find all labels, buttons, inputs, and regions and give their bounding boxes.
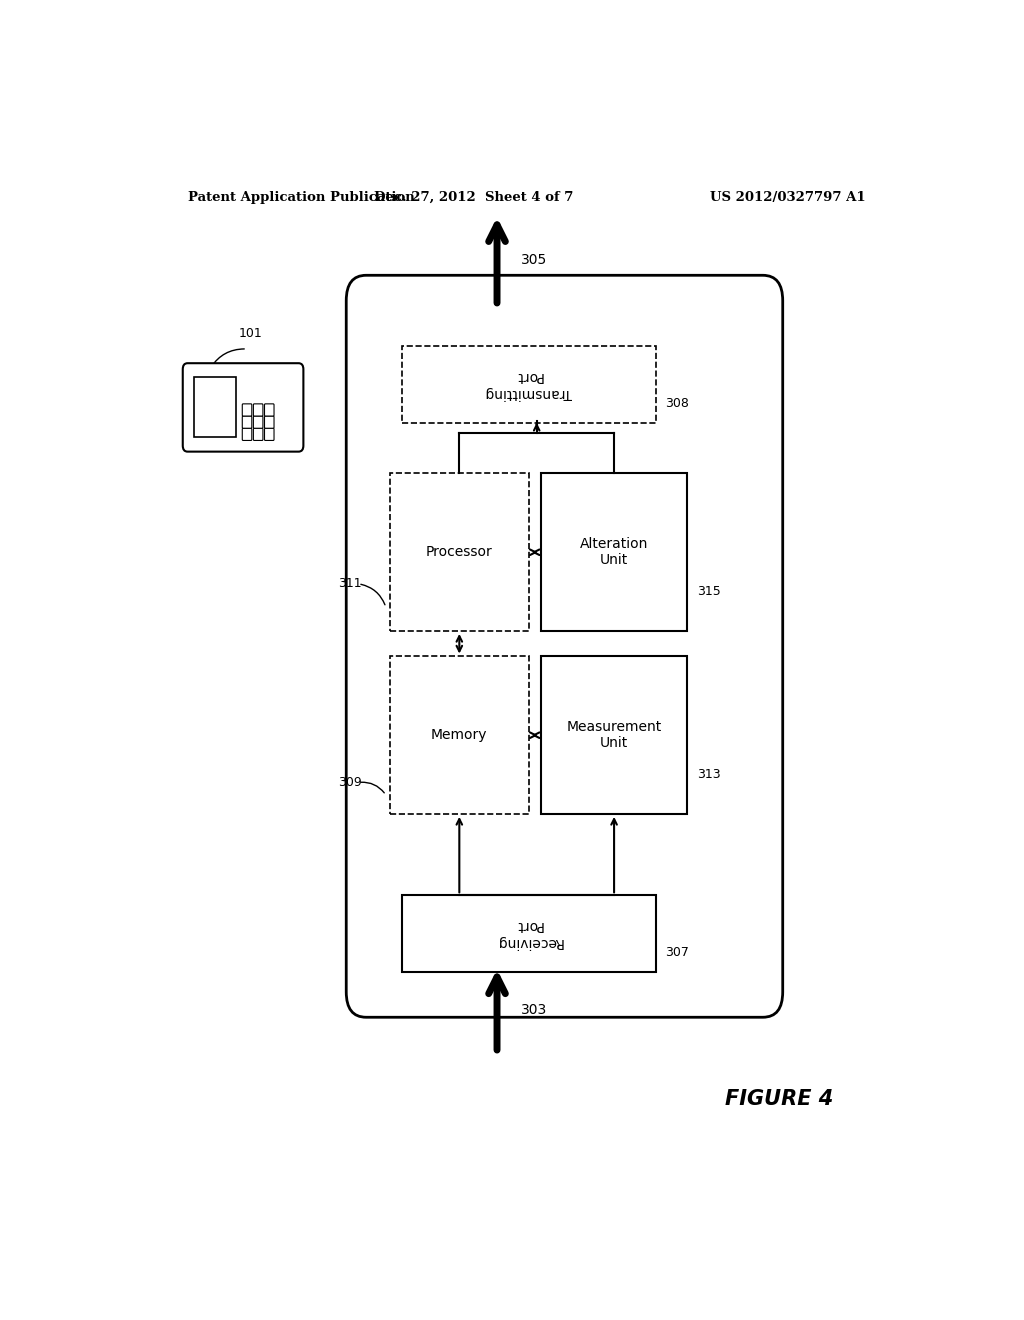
- Text: Dec. 27, 2012  Sheet 4 of 7: Dec. 27, 2012 Sheet 4 of 7: [374, 190, 572, 203]
- FancyBboxPatch shape: [182, 363, 303, 451]
- Text: 305: 305: [521, 253, 547, 267]
- FancyBboxPatch shape: [264, 428, 274, 441]
- Bar: [401, 346, 655, 422]
- Text: Receiving
Port: Receiving Port: [496, 919, 562, 949]
- Text: 303: 303: [521, 1003, 547, 1016]
- FancyBboxPatch shape: [243, 404, 252, 416]
- Text: 101: 101: [240, 327, 263, 341]
- Bar: [194, 378, 237, 437]
- Bar: [401, 895, 655, 972]
- Text: FIGURE 4: FIGURE 4: [725, 1089, 833, 1109]
- FancyBboxPatch shape: [243, 428, 252, 441]
- FancyBboxPatch shape: [346, 276, 782, 1018]
- FancyBboxPatch shape: [264, 416, 274, 428]
- Text: Patent Application Publication: Patent Application Publication: [187, 190, 415, 203]
- Text: Alteration
Unit: Alteration Unit: [580, 537, 648, 568]
- Text: 315: 315: [697, 585, 721, 598]
- Text: 307: 307: [666, 946, 689, 958]
- FancyBboxPatch shape: [253, 428, 263, 441]
- Text: 309: 309: [338, 776, 362, 789]
- FancyBboxPatch shape: [253, 404, 263, 416]
- Text: Transmitting
Port: Transmitting Port: [485, 370, 572, 400]
- FancyBboxPatch shape: [243, 416, 252, 428]
- Text: 313: 313: [697, 768, 721, 781]
- Bar: [541, 474, 687, 631]
- FancyBboxPatch shape: [264, 404, 274, 416]
- Bar: [541, 656, 687, 814]
- Text: 311: 311: [338, 577, 361, 590]
- Text: Processor: Processor: [426, 545, 493, 560]
- Text: US 2012/0327797 A1: US 2012/0327797 A1: [711, 190, 866, 203]
- Text: Measurement
Unit: Measurement Unit: [566, 721, 662, 750]
- FancyBboxPatch shape: [253, 416, 263, 428]
- Bar: [390, 656, 528, 814]
- Bar: [390, 474, 528, 631]
- Text: 308: 308: [666, 397, 689, 411]
- Text: Memory: Memory: [431, 729, 487, 742]
